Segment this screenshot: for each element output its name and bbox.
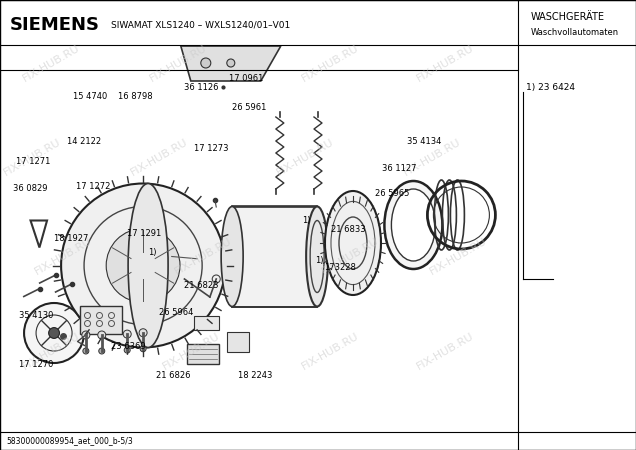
Text: 173228: 173228	[324, 263, 356, 272]
Text: 21 6823: 21 6823	[184, 281, 219, 290]
FancyBboxPatch shape	[80, 306, 121, 333]
Text: 36 1126: 36 1126	[184, 83, 219, 92]
Text: FIX-HUB.RU: FIX-HUB.RU	[20, 43, 81, 83]
Circle shape	[98, 331, 106, 339]
Ellipse shape	[221, 207, 243, 306]
Text: 36 0829: 36 0829	[13, 184, 47, 194]
Text: 26 5964: 26 5964	[159, 308, 193, 317]
Text: 18 1927: 18 1927	[54, 234, 88, 243]
Text: 17 1291: 17 1291	[127, 230, 162, 238]
Bar	[232, 207, 317, 306]
Ellipse shape	[128, 184, 168, 347]
Text: 1): 1)	[315, 256, 323, 266]
Text: Waschvollautomaten: Waschvollautomaten	[531, 28, 619, 37]
Text: 17 1270: 17 1270	[19, 360, 53, 369]
Text: 23 6369: 23 6369	[111, 342, 146, 351]
Circle shape	[123, 330, 131, 338]
Circle shape	[83, 348, 89, 354]
Text: FIX-HUB.RU: FIX-HUB.RU	[128, 137, 190, 178]
Circle shape	[131, 253, 155, 278]
Circle shape	[82, 331, 90, 339]
Text: 17 0961: 17 0961	[229, 74, 263, 83]
FancyBboxPatch shape	[187, 343, 219, 364]
Text: FIX-HUB.RU: FIX-HUB.RU	[33, 236, 94, 277]
Text: 21 6826: 21 6826	[156, 371, 190, 380]
Circle shape	[201, 58, 211, 68]
Text: 15 4740: 15 4740	[73, 92, 107, 101]
Text: 26 5965: 26 5965	[375, 189, 410, 198]
Text: SIEMENS: SIEMENS	[10, 16, 100, 34]
Text: FIX-HUB.RU: FIX-HUB.RU	[20, 331, 81, 371]
Text: 36 1127: 36 1127	[382, 164, 416, 173]
Text: FIX-HUB.RU: FIX-HUB.RU	[402, 137, 463, 178]
Ellipse shape	[306, 207, 328, 306]
Circle shape	[139, 329, 147, 337]
Polygon shape	[181, 46, 281, 81]
Ellipse shape	[391, 189, 436, 261]
Text: FIX-HUB.RU: FIX-HUB.RU	[1, 137, 62, 178]
Circle shape	[124, 347, 130, 353]
Text: 1): 1)	[148, 248, 156, 256]
Text: FIX-HUB.RU: FIX-HUB.RU	[148, 43, 209, 83]
FancyBboxPatch shape	[193, 316, 219, 330]
Circle shape	[61, 184, 225, 347]
Circle shape	[49, 328, 59, 338]
Text: 35 4134: 35 4134	[407, 137, 441, 146]
Text: 35 4130: 35 4130	[19, 310, 53, 320]
Text: 17 1272: 17 1272	[76, 182, 111, 191]
Text: 1): 1)	[302, 216, 310, 225]
Ellipse shape	[384, 181, 443, 269]
Text: FIX-HUB.RU: FIX-HUB.RU	[300, 43, 361, 83]
Text: SIWAMAT XLS1240 – WXLS1240/01–V01: SIWAMAT XLS1240 – WXLS1240/01–V01	[111, 20, 291, 29]
Circle shape	[99, 348, 105, 354]
Circle shape	[106, 229, 180, 302]
FancyBboxPatch shape	[227, 332, 249, 352]
Text: 17 1273: 17 1273	[194, 144, 228, 153]
Circle shape	[24, 303, 84, 363]
Text: FIX-HUB.RU: FIX-HUB.RU	[319, 236, 380, 277]
Text: 21 6833: 21 6833	[331, 225, 365, 234]
Circle shape	[140, 346, 146, 352]
Text: FIX-HUB.RU: FIX-HUB.RU	[300, 331, 361, 371]
Text: FIX-HUB.RU: FIX-HUB.RU	[160, 331, 221, 371]
Text: FIX-HUB.RU: FIX-HUB.RU	[415, 43, 476, 83]
Text: 58300000089954_aet_000_b-5/3: 58300000089954_aet_000_b-5/3	[6, 436, 133, 446]
Text: WASCHGERÄTE: WASCHGERÄTE	[531, 12, 605, 22]
Text: 14 2122: 14 2122	[67, 137, 101, 146]
Ellipse shape	[325, 191, 381, 295]
Circle shape	[227, 59, 235, 67]
Text: FIX-HUB.RU: FIX-HUB.RU	[173, 236, 234, 277]
Text: FIX-HUB.RU: FIX-HUB.RU	[427, 236, 488, 277]
Text: 1) 23 6424: 1) 23 6424	[526, 83, 575, 92]
Text: FIX-HUB.RU: FIX-HUB.RU	[415, 331, 476, 371]
Text: FIX-HUB.RU: FIX-HUB.RU	[275, 137, 336, 178]
Text: 26 5961: 26 5961	[232, 104, 266, 112]
Text: 17 1271: 17 1271	[16, 158, 50, 166]
Text: 16 8798: 16 8798	[118, 92, 152, 101]
Text: 18 2243: 18 2243	[238, 371, 273, 380]
